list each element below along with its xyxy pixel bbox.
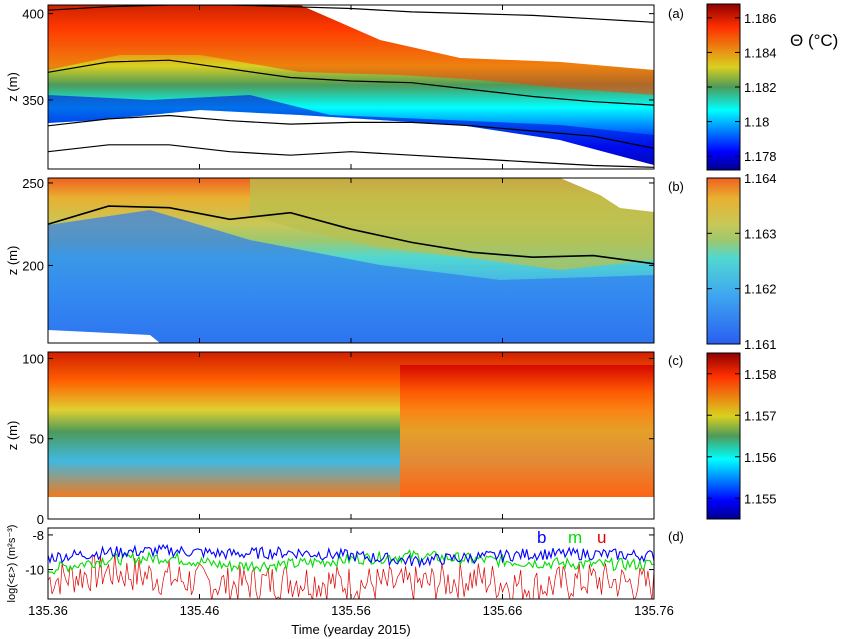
- legend-label-b: b: [537, 528, 546, 547]
- series-line-u: [48, 553, 654, 599]
- panel-b-warm-region: [250, 178, 654, 270]
- ytick-label-3--10: -10: [25, 563, 44, 578]
- series-line-m: [48, 549, 654, 575]
- panel-b-blank-corner: [560, 178, 654, 212]
- ylabel-0: z (m): [5, 72, 20, 102]
- cbtick-label-2-1.156: 1.156: [744, 450, 777, 465]
- panel-label-3: (d): [668, 529, 684, 544]
- legend-label-u: u: [597, 528, 606, 547]
- xtick-label-135.36: 135.36: [28, 603, 68, 618]
- panel-c-field: [48, 352, 654, 519]
- ylabel-1: z (m): [5, 246, 20, 276]
- panel-d-lines: [48, 543, 654, 599]
- panel-label-0: (a): [668, 6, 684, 21]
- colorbar-b: [706, 177, 741, 345]
- legend-label-m: m: [568, 528, 582, 547]
- ytick-label-2-100: 100: [22, 351, 44, 366]
- ylabel-3: log(<ε>) (m²s⁻³): [6, 525, 18, 603]
- cbtick-label-2-1.155: 1.155: [744, 491, 777, 506]
- panel-a-cold-band: [48, 95, 654, 165]
- panel-label-2: (c): [668, 353, 683, 368]
- panel-c-warm-region: [400, 365, 654, 497]
- contour-b-0: [48, 205, 654, 265]
- colorbar-c: [706, 352, 741, 520]
- ytick-label-1-250: 250: [22, 176, 44, 191]
- xtick-label-135.76: 135.76: [634, 603, 674, 618]
- contour-a-1: [48, 59, 654, 106]
- xtick-label-135.46: 135.46: [180, 603, 220, 618]
- panel-a-field: [48, 5, 654, 169]
- cbtick-label-2-1.157: 1.157: [744, 408, 777, 423]
- panel-b: [47, 177, 655, 344]
- cbtick-label-0-1.182: 1.182: [744, 80, 777, 95]
- ytick-label-3--8: -8: [32, 528, 44, 543]
- ytick-label-0-350: 350: [22, 93, 44, 108]
- axes: b m u 350 400 z (m) (a) 200 250 z (m) (b) 0 50 100 z (…: [5, 5, 684, 637]
- panel-b-contours: [48, 205, 654, 265]
- xlabel: Time (yearday 2015): [291, 622, 410, 637]
- cbtick-label-1-1.161: 1.161: [744, 337, 777, 352]
- ytick-label-1-200: 200: [22, 258, 44, 273]
- contour-a-2: [48, 114, 654, 149]
- ytick-label-2-0: 0: [37, 512, 44, 527]
- cbtick-label-2-1.158: 1.158: [744, 367, 777, 382]
- xtick-label-135.66: 135.66: [483, 603, 523, 618]
- panel-b-field: [48, 178, 654, 343]
- colorbar-label: Θ (°C): [790, 31, 838, 50]
- cbtick-label-1-1.164: 1.164: [744, 171, 777, 186]
- cbtick-label-1-1.163: 1.163: [744, 226, 777, 241]
- ytick-label-0-400: 400: [22, 7, 44, 22]
- series-line-b: [48, 543, 654, 569]
- xtick-label-135.56: 135.56: [331, 603, 371, 618]
- cbtick-label-1-1.162: 1.162: [744, 282, 777, 297]
- panel-b-cold-region: [48, 210, 654, 343]
- panel-b-blank-bottom: [48, 330, 160, 343]
- panel-c: [47, 351, 655, 520]
- ylabel-2: z (m): [5, 421, 20, 451]
- cbtick-label-0-1.18: 1.18: [744, 115, 769, 130]
- contour-a-3: [48, 144, 654, 168]
- cbtick-label-0-1.178: 1.178: [744, 149, 777, 164]
- panel-a-warm-band: [48, 5, 654, 95]
- cbtick-label-0-1.186: 1.186: [744, 11, 777, 26]
- colorbar-ticks: 1.178 1.18 1.182 1.184 1.186 1.161 1.162 1.163 1…: [707, 11, 777, 506]
- panel-a: [47, 4, 655, 170]
- cbtick-label-0-1.184: 1.184: [744, 45, 777, 60]
- ytick-label-2-50: 50: [30, 432, 44, 447]
- panel-d: [47, 527, 655, 600]
- panel-label-1: (b): [668, 179, 684, 194]
